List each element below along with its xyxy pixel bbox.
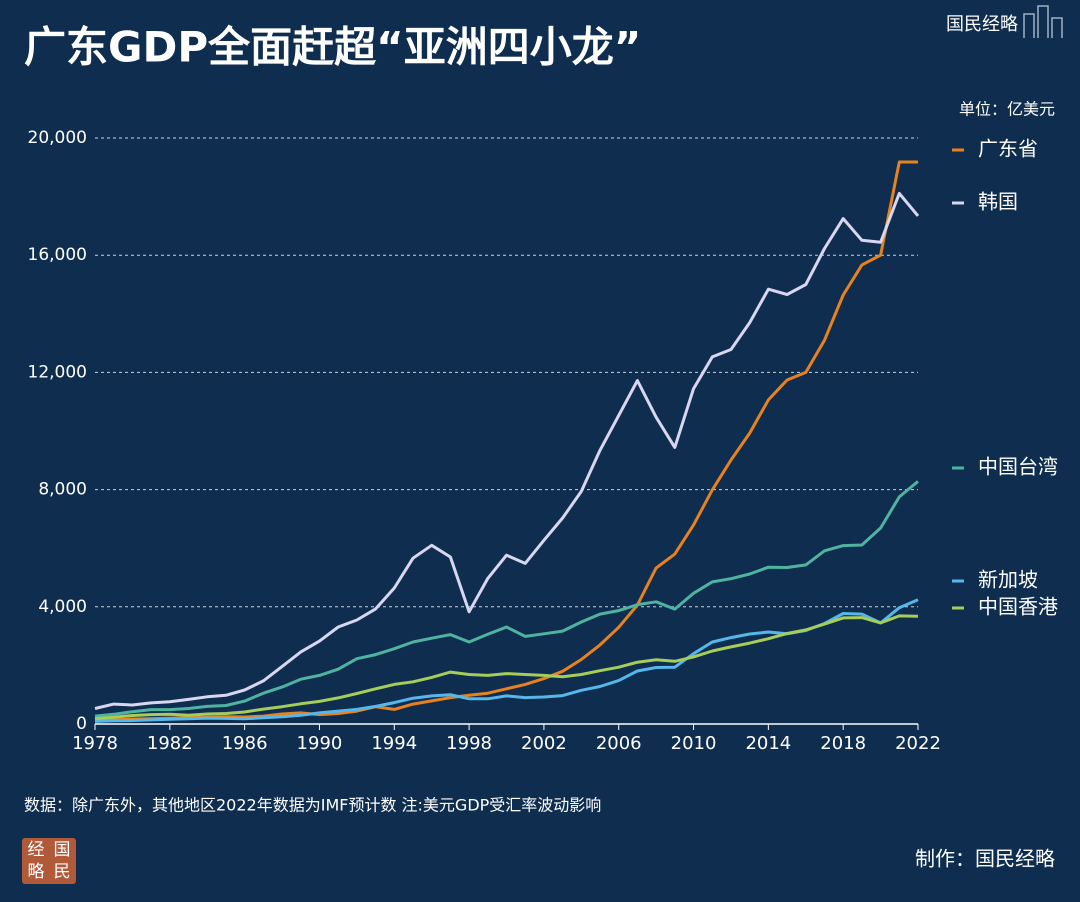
x-tick-label: 2022 [895,733,941,754]
legend-label: 广东省 [978,137,1038,161]
x-tick-label: 1990 [297,733,343,754]
x-tick-label: 1978 [72,733,118,754]
legend-label: 韩国 [978,190,1018,214]
series-line [94,480,919,718]
note: 数据：除广东外，其他地区2022年数据为IMF预计数 注:美元GDP受汇率波动影… [24,796,601,815]
y-tick-label: 16,000 [28,245,87,265]
y-tick-label: 20,000 [28,128,87,148]
y-tick-label: 8,000 [38,480,87,500]
brand-icon [1023,5,1063,38]
badge-char: 略 [28,862,45,882]
credit: 制作：国民经略 [915,847,1055,871]
brand: 国民经略 [946,14,1018,35]
x-tick-label: 2010 [671,733,717,754]
badge-box [22,838,76,884]
legend-label: 中国香港 [978,595,1058,619]
y-tick-label: 4,000 [38,597,87,617]
chart-title: 广东GDP全面赶超“亚洲四小龙” [24,23,641,72]
badge-char: 国 [54,840,71,860]
badge-char: 民 [54,862,71,882]
series-line [94,614,919,721]
x-tick-label: 1998 [446,733,492,754]
x-tick-label: 1982 [147,733,193,754]
series-line [94,191,920,710]
x-tick-label: 2002 [521,733,567,754]
series-line [94,598,919,723]
y-tick-label: 0 [76,714,87,734]
unit-label: 单位：亿美元 [959,100,1055,119]
x-tick-label: 2014 [745,733,791,754]
x-tick-label: 2018 [820,733,866,754]
legend-label: 新加坡 [978,568,1038,592]
x-tick-label: 1994 [371,733,417,754]
x-tick-label: 2006 [596,733,642,754]
y-tick-label: 12,000 [28,362,87,382]
x-tick-label: 1986 [222,733,268,754]
legend-label: 中国台湾 [978,455,1058,479]
series-line [94,160,918,722]
badge-char: 经 [28,840,45,860]
